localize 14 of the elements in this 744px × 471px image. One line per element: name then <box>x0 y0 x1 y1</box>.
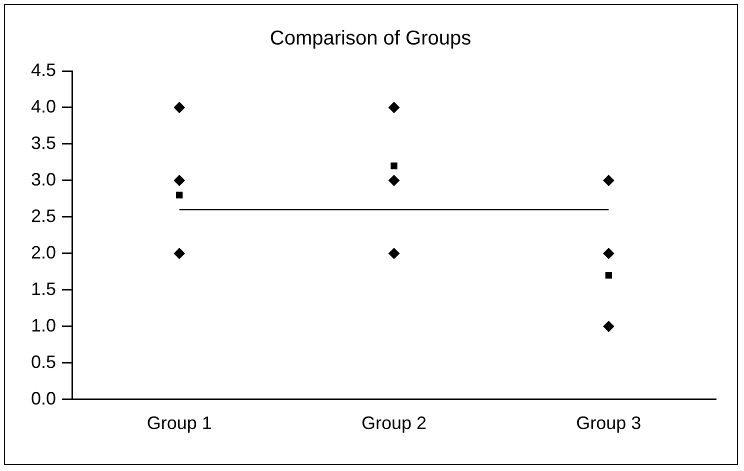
y-tick-label: 4.0 <box>30 96 56 116</box>
x-tick-label: Group 1 <box>146 413 212 434</box>
y-tick-label: 0.0 <box>30 388 56 408</box>
x-tick-label: Group 3 <box>576 413 642 434</box>
y-tick-label: 1.5 <box>30 278 56 299</box>
y-tick-label: 2.5 <box>30 206 56 226</box>
y-tick-label: 0.5 <box>30 352 56 372</box>
y-tick-label: 2.0 <box>30 242 56 262</box>
chart-title: Comparison of Groups <box>270 28 472 50</box>
x-tick-label: Group 2 <box>361 413 427 434</box>
y-tick-label: 4.5 <box>30 60 56 80</box>
y-tick-label: 1.0 <box>30 315 56 336</box>
y-tick-label: 3.5 <box>30 132 56 153</box>
y-tick-label: 3.0 <box>30 169 56 190</box>
